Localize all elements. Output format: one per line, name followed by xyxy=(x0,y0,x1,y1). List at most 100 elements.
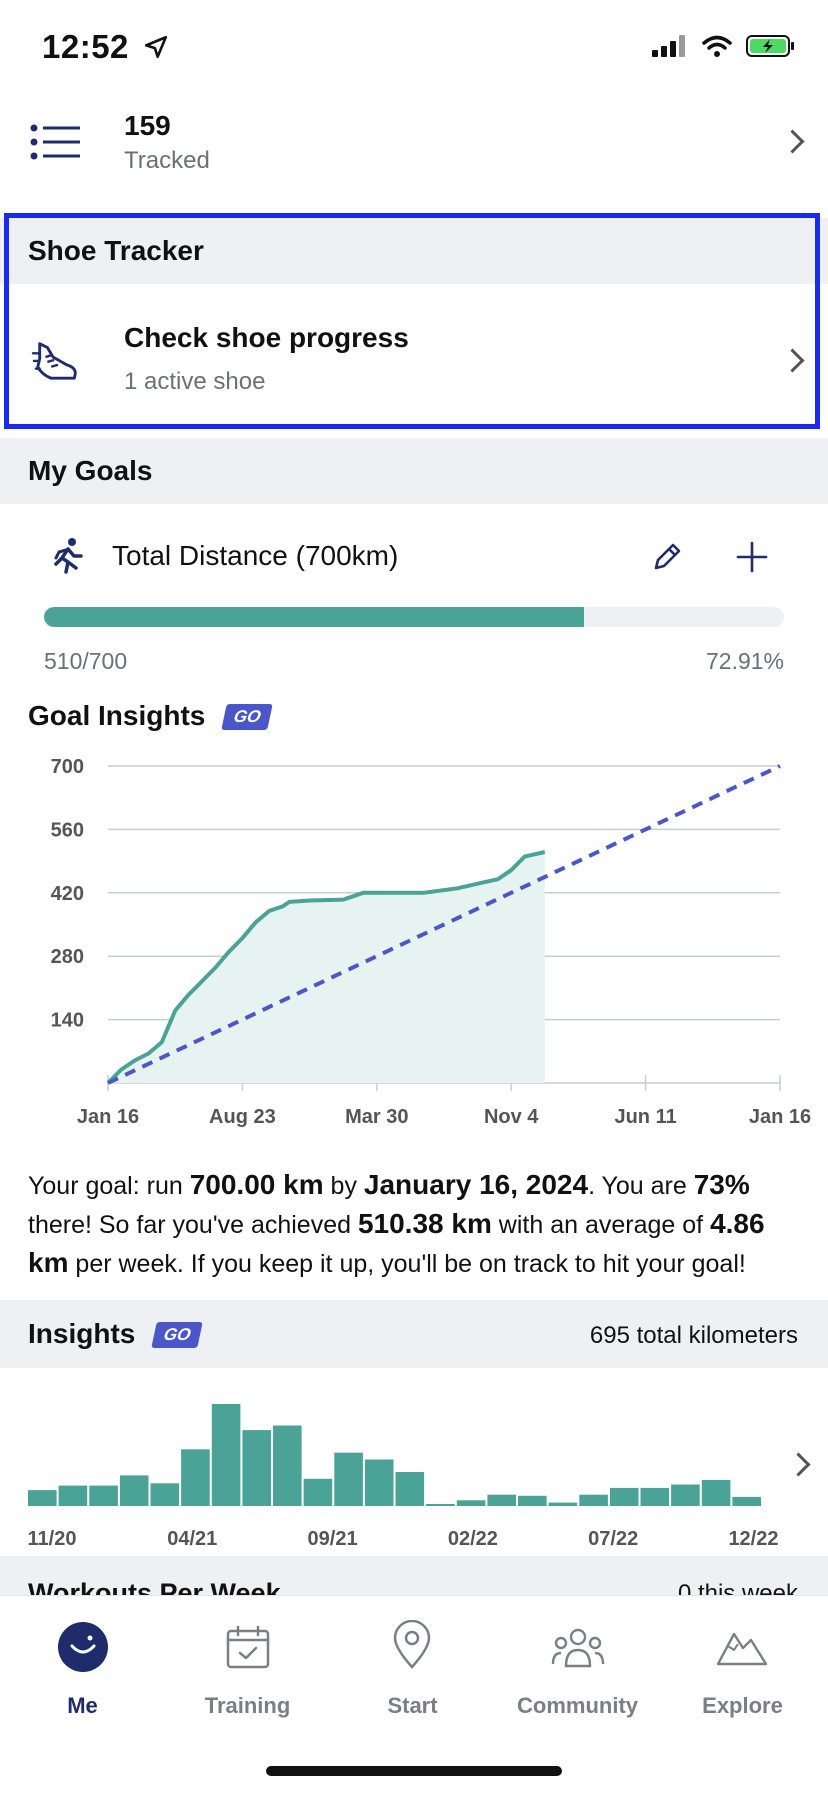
insights-bar xyxy=(487,1494,516,1506)
goal-achieved: 510.38 km xyxy=(357,1208,492,1239)
wifi-icon xyxy=(702,35,732,57)
tab-training[interactable]: Training xyxy=(165,1596,330,1746)
insights-bar xyxy=(456,1500,486,1506)
insights-x-label: 12/22 xyxy=(728,1528,778,1550)
my-goals-title: My Goals xyxy=(28,455,153,486)
goal-percent: 73% xyxy=(693,1169,750,1200)
x-tick-label: Jun 11 xyxy=(614,1106,676,1128)
goal-summary-text: Your goal: run 700.00 km by January 16, … xyxy=(28,1169,765,1278)
insights-x-label: 07/22 xyxy=(588,1528,638,1550)
tab-me[interactable]: Me xyxy=(0,1596,165,1746)
battery-icon xyxy=(746,35,794,57)
signal-icon xyxy=(652,35,685,57)
progress-area xyxy=(108,852,545,1083)
insights-bar xyxy=(150,1483,180,1506)
x-tick-label: Aug 23 xyxy=(209,1106,276,1128)
status-time: 12:52 xyxy=(42,28,169,66)
calendar-icon xyxy=(226,1625,270,1669)
runner-icon xyxy=(54,538,83,574)
goal-insights-title: Goal Insights xyxy=(28,700,206,731)
insights-header xyxy=(0,1300,828,1368)
insights-bar xyxy=(395,1472,425,1506)
insights-bar xyxy=(273,1425,302,1506)
insights-bar xyxy=(640,1487,670,1506)
insights-bar xyxy=(89,1485,118,1506)
goal-progress-percent: 72.91% xyxy=(705,648,784,674)
insights-title: Insights xyxy=(28,1318,136,1349)
avatar-smile-icon xyxy=(58,1622,108,1672)
add-goal-icon[interactable] xyxy=(735,540,769,574)
insights-bar xyxy=(579,1494,608,1506)
insights-x-label: 02/22 xyxy=(448,1528,498,1550)
goal-progress-value: 510/700 xyxy=(44,648,128,674)
y-tick-label: 140 xyxy=(51,1010,84,1032)
goal-progress-fill xyxy=(44,607,584,627)
y-tick-label: 280 xyxy=(51,946,84,968)
go-badge: GO xyxy=(151,1322,204,1348)
go-badge: GO xyxy=(221,704,274,730)
insights-bar-chart[interactable]: 11/20 04/21 09/21 02/22 07/22 12/22 xyxy=(0,1375,828,1555)
people-icon xyxy=(551,1628,605,1668)
tab-community[interactable]: Community xyxy=(495,1596,660,1746)
insights-bar xyxy=(28,1490,57,1506)
target-line xyxy=(107,764,781,1085)
insights-total: 695 total kilometers xyxy=(589,1322,798,1349)
my-goals-header xyxy=(0,438,828,504)
tab-community-label: Community xyxy=(517,1693,638,1718)
tracked-count: 159 xyxy=(124,110,171,141)
goal-date: January 16, 2024 xyxy=(363,1169,589,1200)
list-icon xyxy=(30,124,80,160)
y-tick-label: 700 xyxy=(51,756,84,778)
pencil-icon[interactable] xyxy=(650,540,684,574)
tab-explore[interactable]: Explore xyxy=(660,1596,825,1746)
shoe-tracker-header xyxy=(0,218,828,284)
insights-bar xyxy=(671,1484,700,1506)
home-indicator xyxy=(266,1766,562,1776)
insights-bar xyxy=(119,1475,149,1506)
bottom-tab-bar: Me Training Start Community Explore xyxy=(0,1595,828,1793)
shoe-tracker-title: Shoe Tracker xyxy=(28,235,204,266)
location-pin-icon xyxy=(393,1620,431,1669)
x-tick-label: Nov 4 xyxy=(484,1106,539,1128)
y-tick-label: 420 xyxy=(51,883,84,905)
insights-bar xyxy=(732,1496,761,1506)
tracked-label: Tracked xyxy=(124,147,210,174)
goal-insights-chart: 700 560 420 280 140 Jan 16 Aug 23 Mar 30 Nov 4 Ju… xyxy=(51,756,812,1128)
goal-distance: 700.00 km xyxy=(189,1169,324,1200)
insights-bar xyxy=(548,1502,578,1506)
insights-x-label: 09/21 xyxy=(308,1528,358,1550)
x-tick-label: Mar 30 xyxy=(345,1106,408,1128)
insights-bar xyxy=(518,1495,547,1506)
insights-bar xyxy=(242,1430,271,1506)
insights-bar xyxy=(303,1478,333,1506)
progress-line xyxy=(106,850,546,1085)
insights-x-label: 11/20 xyxy=(28,1528,77,1550)
tab-me-label: Me xyxy=(67,1693,98,1718)
location-arrow-icon xyxy=(144,35,167,59)
goal-name: Total Distance (700km) xyxy=(112,540,399,571)
goal-progress-bar xyxy=(44,607,784,627)
tab-start-label: Start xyxy=(387,1693,438,1718)
insights-bar xyxy=(181,1449,210,1506)
insights-bar xyxy=(364,1459,394,1506)
insights-bar xyxy=(609,1487,639,1506)
goal-insights-heading: Goal Insights GO xyxy=(28,700,274,732)
status-icons xyxy=(652,34,796,58)
insights-heading: Insights GO xyxy=(28,1318,204,1350)
insights-bar xyxy=(426,1504,455,1506)
active-shoe-subtitle: 1 active shoe xyxy=(124,368,266,395)
mountain-icon xyxy=(716,1632,768,1666)
goal-average: 4.86 km xyxy=(28,1208,765,1278)
tab-explore-label: Explore xyxy=(702,1693,783,1718)
insights-bar xyxy=(58,1485,88,1506)
insights-bar xyxy=(701,1479,731,1506)
tab-training-label: Training xyxy=(204,1693,291,1718)
check-shoe-progress-title: Check shoe progress xyxy=(124,322,409,353)
x-tick-label: Jan 16 xyxy=(77,1106,139,1128)
tab-start[interactable]: Start xyxy=(330,1596,495,1746)
highlight-box xyxy=(4,213,820,429)
insights-bar xyxy=(211,1404,241,1506)
y-tick-label: 560 xyxy=(51,819,84,841)
insights-bar xyxy=(334,1452,363,1506)
shoe-icon xyxy=(31,342,77,380)
